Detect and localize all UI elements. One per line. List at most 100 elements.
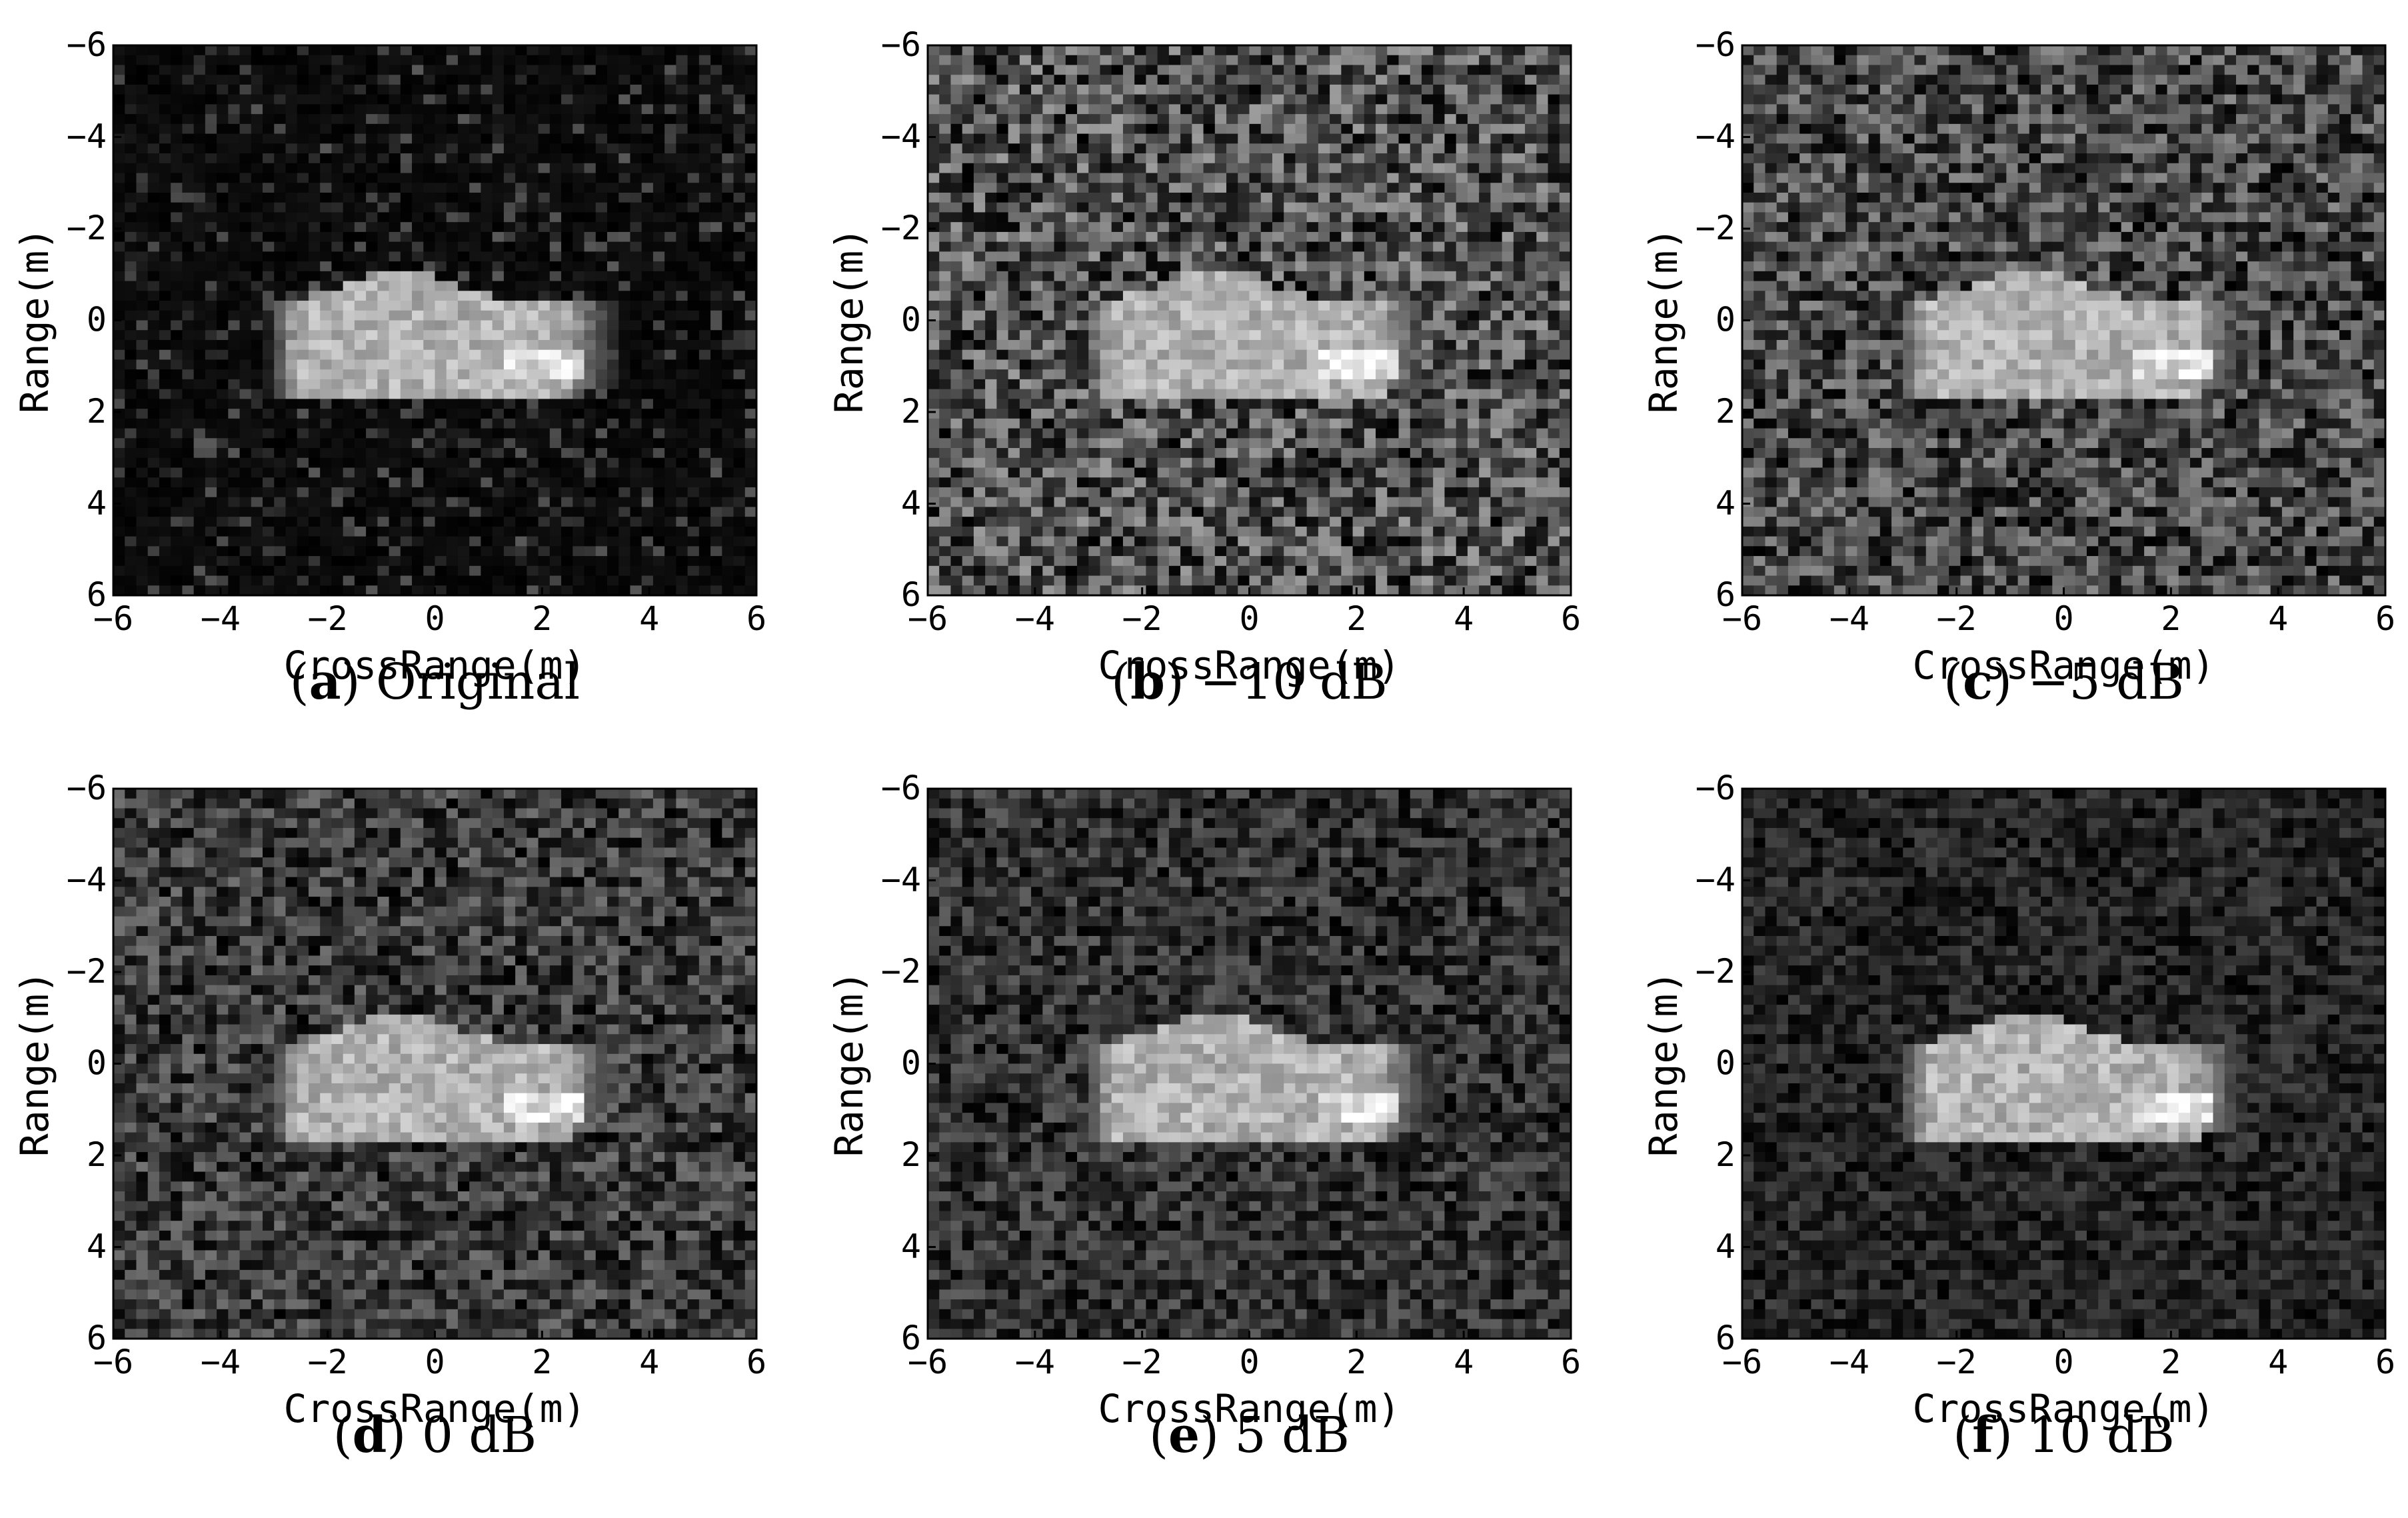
- heatmap-cell: [561, 65, 573, 75]
- heatmap-cell: [389, 84, 401, 95]
- heatmap-cell: [320, 45, 333, 56]
- heatmap-cell: [527, 75, 539, 85]
- heatmap-cell: [664, 75, 676, 85]
- heatmap-cell: [687, 45, 700, 56]
- heatmap-cell: [457, 65, 470, 75]
- heatmap-cell: [113, 65, 125, 75]
- heatmap-cell: [538, 84, 551, 95]
- heatmap-cell: [159, 45, 171, 56]
- heatmap-cell: [549, 45, 562, 56]
- heatmap-cell: [205, 75, 217, 85]
- heatmap-cell: [549, 84, 562, 95]
- heatmap-cell: [503, 65, 516, 75]
- heatmap-cell: [239, 84, 252, 95]
- heatmap-cell: [698, 75, 711, 85]
- heatmap-cell: [469, 84, 482, 95]
- heatmap-cell: [446, 84, 459, 95]
- heatmap-cell: [435, 65, 447, 75]
- heatmap-cell: [285, 84, 298, 95]
- heatmap-cell: [320, 75, 333, 85]
- heatmap-cell: [125, 55, 137, 66]
- heatmap-cell: [618, 55, 631, 66]
- heatmap-cell: [722, 75, 734, 85]
- heatmap-cell: [228, 65, 241, 75]
- heatmap-cell: [435, 75, 447, 85]
- heatmap-cell: [492, 45, 505, 56]
- heatmap-cell: [274, 45, 287, 56]
- heatmap-cell: [561, 55, 573, 66]
- heatmap-cell: [676, 75, 688, 85]
- heatmap-cell: [193, 55, 206, 66]
- heatmap-cell: [515, 45, 527, 56]
- heatmap-cell: [630, 65, 642, 75]
- heatmap-cell: [354, 75, 367, 85]
- heatmap-cell: [595, 65, 608, 75]
- heatmap-cell: [503, 45, 516, 56]
- heatmap-cell: [538, 75, 551, 85]
- heatmap-cell: [469, 75, 482, 85]
- heatmap-cell: [182, 45, 195, 56]
- heatmap-cell: [573, 75, 585, 85]
- heatmap-cell: [228, 75, 241, 85]
- heatmap-cell: [549, 75, 562, 85]
- heatmap-cell: [641, 45, 654, 56]
- heatmap-cell: [710, 65, 722, 75]
- heatmap-cell: [652, 65, 665, 75]
- heatmap-cell: [744, 75, 757, 85]
- heatmap-cell: [423, 75, 436, 85]
- heatmap-cell: [481, 55, 493, 66]
- heatmap-cell: [263, 84, 275, 95]
- heatmap-cell: [527, 55, 539, 66]
- heatmap-cell: [630, 55, 642, 66]
- heatmap-cell: [193, 75, 206, 85]
- heatmap-cell: [527, 45, 539, 56]
- heatmap-cell: [687, 55, 700, 66]
- heatmap-cell: [308, 45, 321, 56]
- heatmap-cell: [412, 65, 424, 75]
- heatmap-cell: [308, 65, 321, 75]
- heatmap-cell: [263, 55, 275, 66]
- heatmap-cell: [193, 45, 206, 56]
- heatmap-cell: [435, 55, 447, 66]
- heatmap-cell: [285, 65, 298, 75]
- heatmap-cell: [469, 55, 482, 66]
- heatmap-cell: [389, 45, 401, 56]
- heatmap-cell: [136, 55, 149, 66]
- heatmap-cell: [136, 65, 149, 75]
- heatmap-cell: [618, 45, 631, 56]
- heatmap-cell: [676, 65, 688, 75]
- heatmap-cell: [228, 45, 241, 56]
- heatmap-cell: [515, 75, 527, 85]
- heatmap-cell: [366, 75, 378, 85]
- heatmap-cell: [687, 65, 700, 75]
- heatmap-cell: [446, 65, 459, 75]
- heatmap-cell: [308, 55, 321, 66]
- heatmap-cell: [354, 55, 367, 66]
- heatmap-cell: [217, 65, 229, 75]
- heatmap-cell: [641, 65, 654, 75]
- heatmap-cell: [366, 84, 378, 95]
- heatmap-cell: [538, 65, 551, 75]
- heatmap-cell: [354, 65, 367, 75]
- heatmap-cell: [297, 65, 309, 75]
- heatmap-cell: [595, 55, 608, 66]
- heatmap-cell: [584, 75, 597, 85]
- heatmap-cell: [618, 65, 631, 75]
- heatmap-cell: [297, 75, 309, 85]
- heatmap-cell: [664, 55, 676, 66]
- heatmap-cell: [606, 55, 619, 66]
- heatmap-cell: [297, 84, 309, 95]
- heatmap-cell: [481, 75, 493, 85]
- heatmap-cell: [251, 75, 263, 85]
- heatmap-cell: [710, 45, 722, 56]
- heatmap-cell: [377, 75, 390, 85]
- heatmap-cell: [239, 65, 252, 75]
- heatmap-cell: [251, 55, 263, 66]
- heatmap-cell: [366, 55, 378, 66]
- heatmap-cell: [171, 65, 183, 75]
- heatmap-cell: [274, 65, 287, 75]
- heatmap-cell: [274, 55, 287, 66]
- heatmap-cell: [733, 55, 746, 66]
- heatmap-cell: [630, 45, 642, 56]
